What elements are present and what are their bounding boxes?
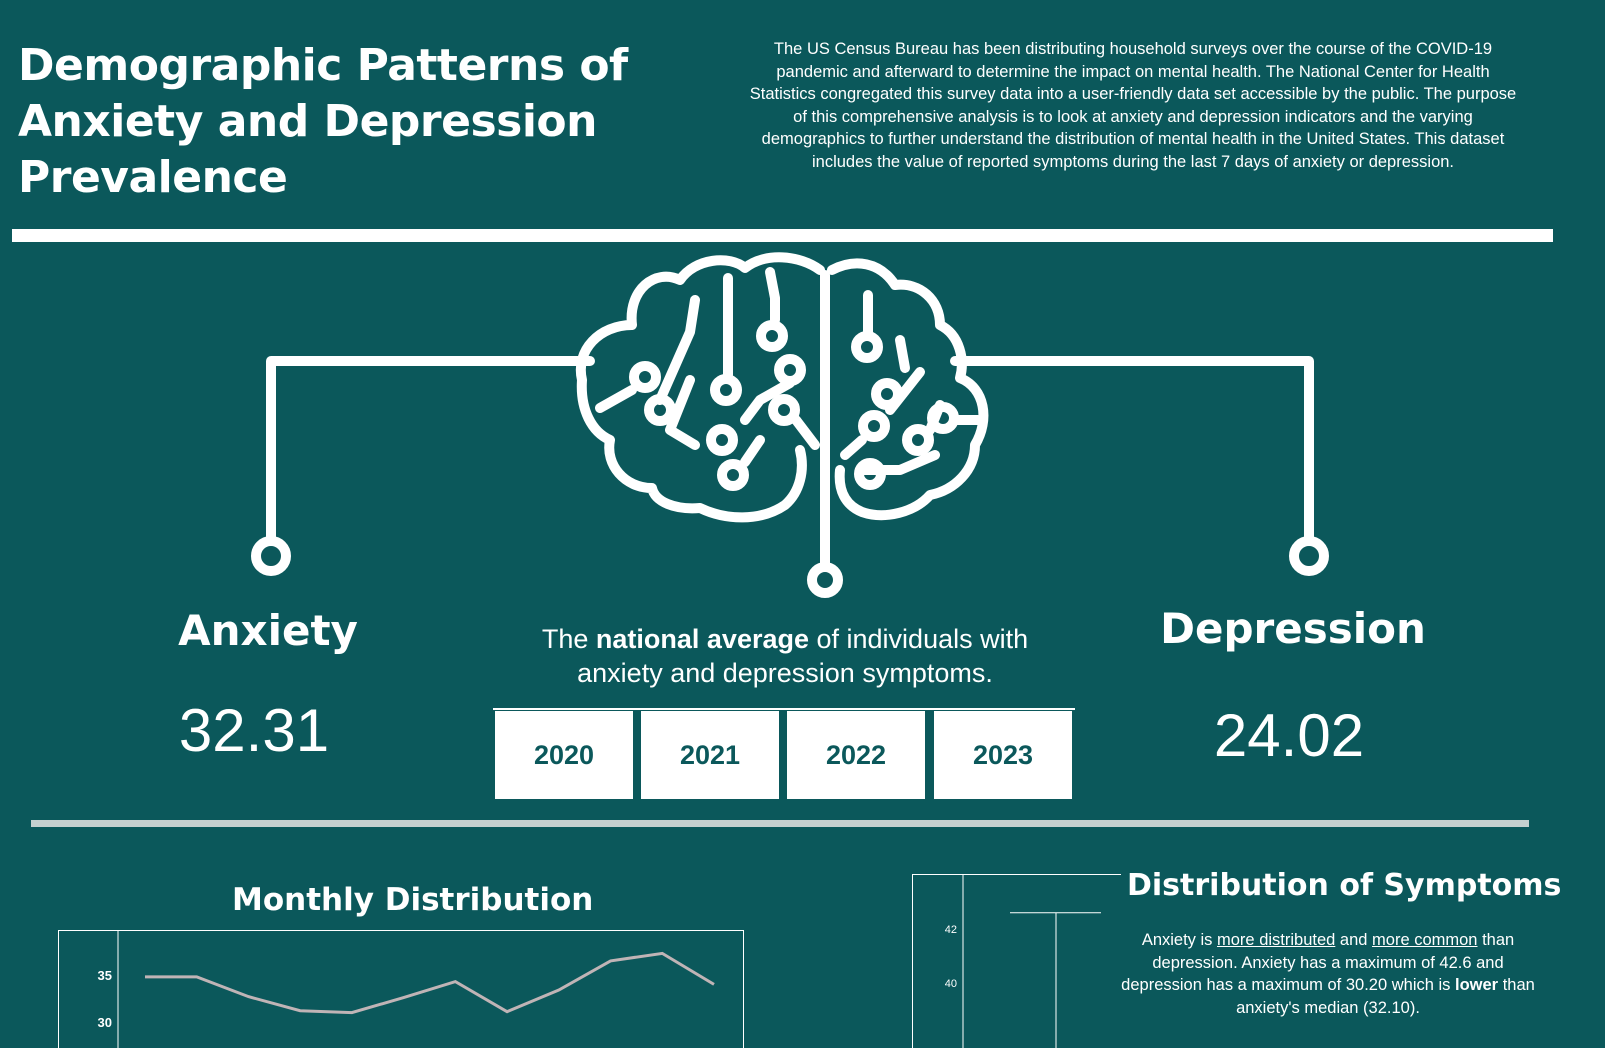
anxiety-value: 32.31 — [154, 696, 354, 765]
national-average-caption: The national average of individuals with… — [500, 622, 1070, 690]
y-tick-label: 40 — [945, 978, 957, 990]
line-chart-svg: 35 30 — [59, 931, 743, 1048]
caption-prefix: The — [542, 624, 596, 654]
year-button-2022[interactable]: 2022 — [787, 711, 925, 799]
box-chart-svg: 42 40 — [913, 875, 1121, 1048]
depression-label: Depression — [1153, 604, 1433, 653]
year-button-2021[interactable]: 2021 — [641, 711, 779, 799]
y-tick-label: 30 — [98, 1015, 112, 1030]
y-tick-label: 42 — [945, 924, 957, 936]
year-button-2020[interactable]: 2020 — [495, 711, 633, 799]
year-filter-group: 2020 2021 2022 2023 — [493, 708, 1075, 799]
distribution-title: Distribution of Symptoms — [1127, 868, 1561, 903]
series-line — [145, 953, 714, 1012]
year-filter-top-line — [493, 708, 1075, 710]
dist-text-part: and — [1335, 931, 1372, 949]
dist-text-part: Anxiety is — [1142, 931, 1217, 949]
depression-value: 24.02 — [1189, 701, 1389, 770]
anxiety-label: Anxiety — [168, 606, 368, 655]
dist-underline-2: more common — [1372, 931, 1477, 949]
monthly-distribution-title: Monthly Distribution — [232, 882, 593, 918]
dist-underline-1: more distributed — [1217, 931, 1335, 949]
brain-circuit-icon — [0, 0, 1605, 620]
distribution-box-chart: 42 40 — [912, 874, 1121, 1048]
distribution-description: Anxiety is more distributed and more com… — [1112, 929, 1544, 1019]
caption-bold: national average — [596, 624, 809, 654]
year-button-2023[interactable]: 2023 — [934, 711, 1072, 799]
dist-bold: lower — [1455, 976, 1498, 994]
monthly-line-chart: 35 30 — [58, 930, 744, 1048]
section-divider — [31, 820, 1529, 827]
y-tick-label: 35 — [98, 968, 112, 983]
